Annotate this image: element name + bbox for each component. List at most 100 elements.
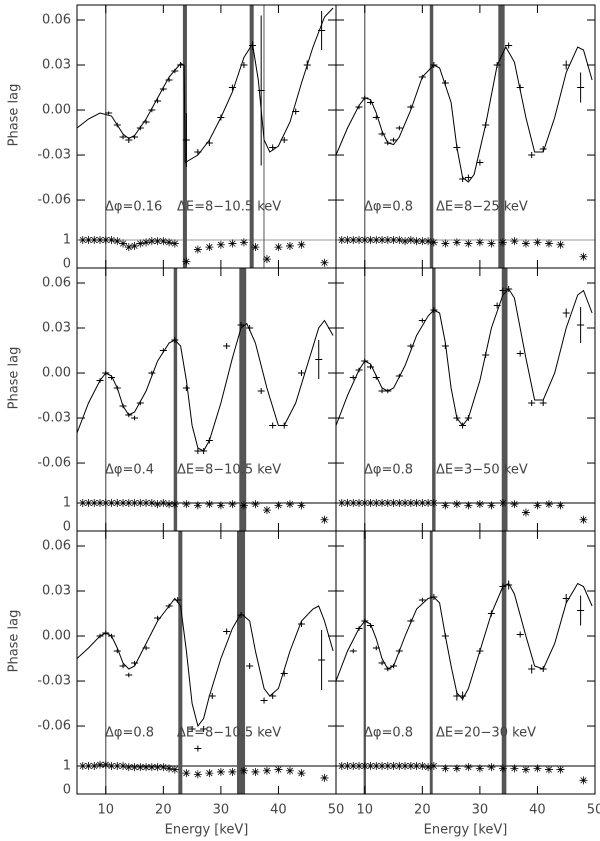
data-point: [487, 610, 495, 617]
data-point: [441, 633, 449, 640]
data-point: [200, 726, 208, 733]
data-point: [516, 631, 524, 638]
coherence-star: [349, 498, 358, 507]
data-point: [148, 107, 156, 113]
y-tick-label: -0.03: [37, 411, 71, 426]
data-point: [240, 62, 248, 69]
coherence-star: [228, 767, 237, 776]
data-point: [194, 149, 202, 156]
data-point: [119, 663, 127, 669]
coherence-star: [521, 508, 530, 517]
data-point: [355, 626, 363, 631]
data-point: [208, 693, 216, 700]
coherence-star: [424, 498, 433, 507]
annotation: Δφ=0.16: [105, 200, 162, 215]
data-point: [430, 307, 438, 314]
coherence-star: [360, 761, 369, 770]
data-point: [516, 350, 524, 357]
coherence-star: [320, 515, 329, 524]
data-point: [493, 302, 501, 309]
data-point: [182, 385, 190, 392]
coherence-star: [107, 498, 116, 507]
data-point: [119, 134, 127, 140]
data-point: [113, 122, 121, 128]
coherence-star: [101, 760, 110, 769]
coherence-star: [544, 500, 553, 509]
panel: 0.06 0.03 0.00 -0.03 -0.06 1 0 Δφ=0.4 ΔE=8−10.5 …: [7, 267, 337, 534]
coherence-star: [193, 501, 202, 510]
y2-tick-label: 0: [63, 782, 71, 797]
coherence-star: [510, 237, 519, 246]
data-point: [223, 628, 231, 635]
data-point: [223, 343, 231, 350]
data-point: [407, 343, 415, 349]
y-axis-label: Phase lag: [7, 347, 22, 410]
plot-area: [77, 531, 336, 794]
model-curve: [77, 319, 334, 452]
coherence-star: [395, 498, 404, 507]
coherence-star: [285, 766, 294, 775]
coherence-star: [90, 235, 99, 244]
energy-band: [363, 531, 366, 794]
y-tick-label: -0.06: [37, 719, 71, 734]
y-axis-label: Phase lag: [7, 610, 22, 673]
coherence-star: [395, 761, 404, 770]
data-point: [355, 367, 363, 373]
data-point: [108, 633, 116, 639]
data-point: [102, 630, 110, 636]
coherence-star: [193, 770, 202, 779]
coherence-star: [452, 500, 461, 509]
data-point: [136, 125, 144, 131]
coherence-star: [136, 763, 145, 772]
coherence-star: [378, 761, 387, 770]
coherence-star: [401, 761, 410, 770]
coherence-star: [142, 498, 151, 507]
coherence-star: [337, 498, 346, 507]
coherence-star: [337, 235, 346, 244]
coherence-star: [475, 764, 484, 773]
coherence-star: [297, 769, 306, 778]
coherence-star: [355, 761, 364, 770]
coherence-star: [78, 235, 87, 244]
data-point: [171, 68, 179, 74]
coherence-star: [579, 515, 588, 524]
data-point: [499, 583, 507, 590]
annotation: Δφ=0.8: [364, 726, 413, 741]
model-curve: [336, 582, 593, 700]
coherence-star: [349, 235, 358, 244]
coherence-star: [239, 766, 248, 775]
coherence-star: [544, 239, 553, 248]
data-point: [297, 621, 305, 628]
coherence-star: [418, 761, 427, 770]
data-point: [269, 422, 277, 429]
x-tick-label: 10: [357, 803, 374, 818]
data-point: [361, 95, 369, 101]
annotation: ΔE=8−10.5 keV: [177, 463, 281, 478]
coherence-star: [372, 498, 381, 507]
coherence-star: [429, 238, 438, 247]
coherence-star: [130, 763, 139, 772]
coherence-star: [159, 237, 168, 246]
y-tick-label: 0.00: [42, 629, 71, 644]
data-point: [154, 98, 162, 104]
data-point: [205, 140, 213, 147]
data-point: [194, 745, 202, 752]
data-point: [125, 137, 133, 144]
coherence-star: [510, 500, 519, 509]
coherence-star: [556, 240, 565, 249]
panel-frame: [335, 4, 596, 269]
data-point: [395, 373, 403, 379]
y-tick-label: 0.03: [42, 321, 71, 336]
coherence-star: [320, 258, 329, 267]
coherence-star: [142, 238, 151, 247]
data-point: [318, 630, 326, 691]
data-point: [459, 176, 467, 183]
coherence-star: [96, 235, 105, 244]
coherence-star: [239, 238, 248, 247]
energy-band: [498, 5, 505, 268]
x-tick-label: 40: [270, 803, 287, 818]
coherence-star: [343, 498, 352, 507]
